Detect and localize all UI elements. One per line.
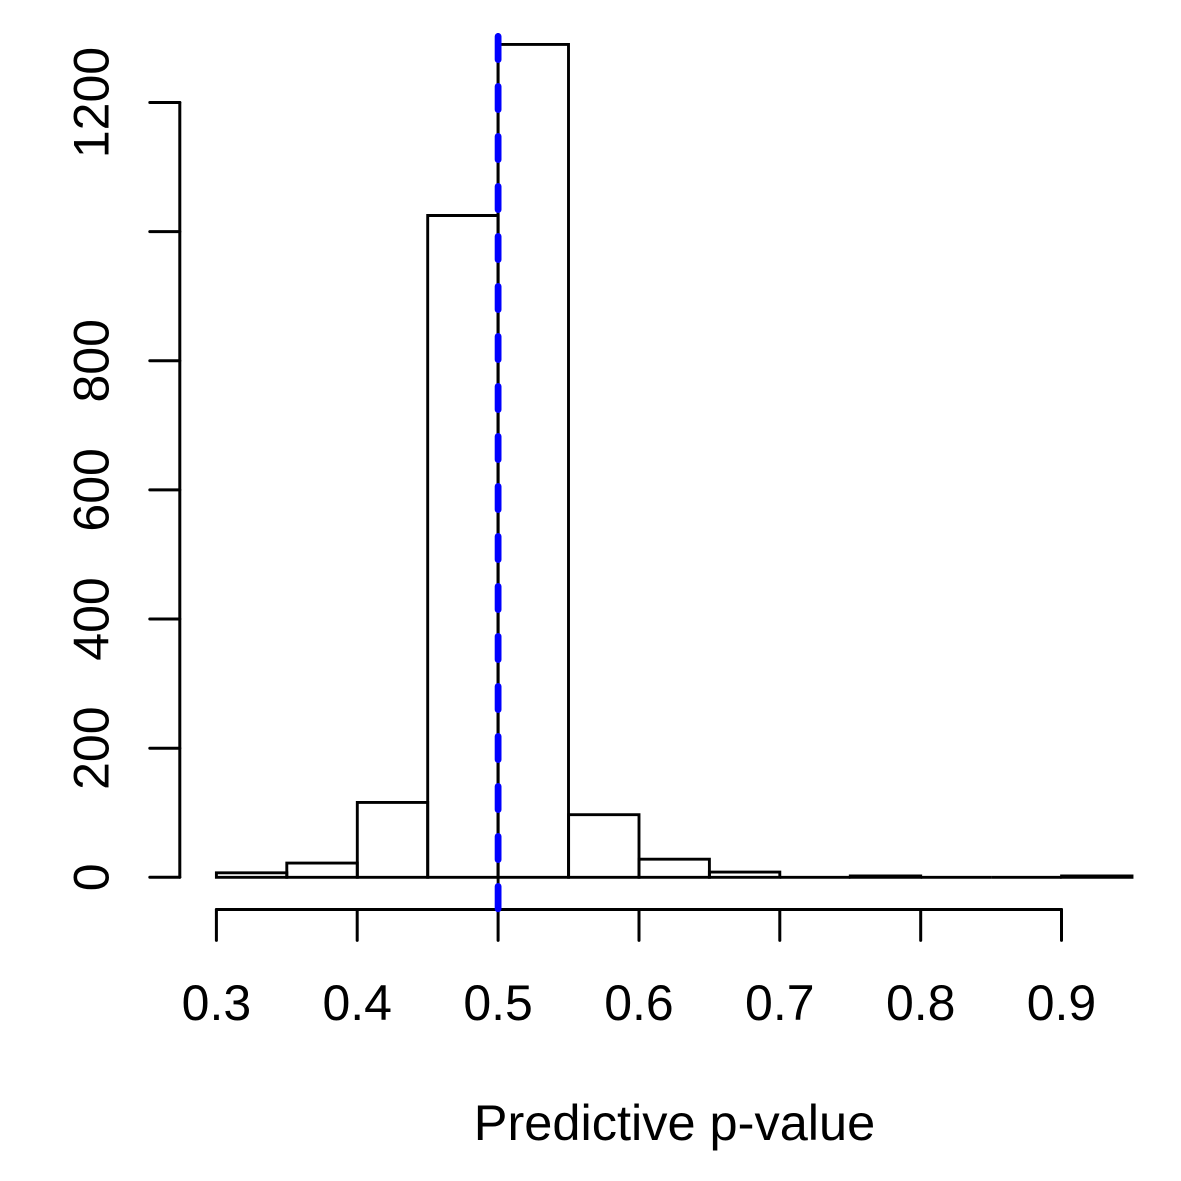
svg-text:0.6: 0.6	[604, 975, 674, 1031]
svg-text:0.4: 0.4	[322, 975, 392, 1031]
svg-text:0.7: 0.7	[745, 975, 815, 1031]
svg-text:600: 600	[64, 448, 120, 531]
svg-text:0.3: 0.3	[182, 975, 252, 1031]
svg-text:Predictive p-value: Predictive p-value	[474, 1094, 875, 1151]
svg-text:800: 800	[64, 319, 120, 402]
svg-text:200: 200	[64, 706, 120, 789]
svg-text:0: 0	[64, 863, 120, 891]
svg-text:0.8: 0.8	[886, 975, 956, 1031]
svg-text:400: 400	[64, 577, 120, 660]
svg-text:0.5: 0.5	[463, 975, 533, 1031]
svg-text:0.9: 0.9	[1027, 975, 1097, 1031]
svg-text:1200: 1200	[64, 47, 120, 158]
